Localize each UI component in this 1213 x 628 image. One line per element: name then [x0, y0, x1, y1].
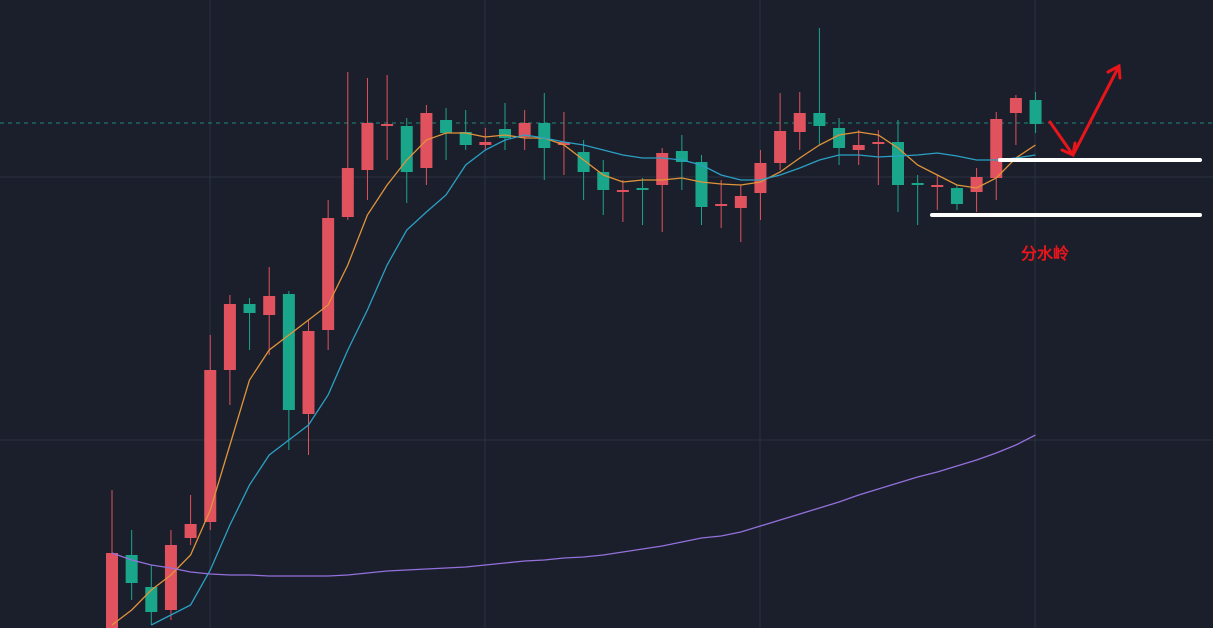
moving-average — [111, 131, 1036, 626]
candle-body — [282, 294, 295, 410]
candle-body — [204, 370, 217, 522]
candle-body — [872, 142, 885, 144]
candle-body — [184, 524, 197, 538]
arrow — [1048, 63, 1122, 158]
candle-body — [990, 119, 1003, 178]
candle-body — [931, 185, 944, 187]
candle-body — [302, 331, 315, 414]
candle-body — [1029, 100, 1042, 124]
candle-body — [1009, 98, 1022, 113]
candle-body — [459, 132, 472, 145]
candle-body — [518, 123, 531, 137]
candle-body — [243, 304, 256, 313]
candle-body — [440, 120, 453, 133]
candle-body — [223, 304, 236, 370]
candle-body — [793, 113, 806, 132]
candle-body — [106, 553, 118, 628]
candle-body — [892, 142, 904, 185]
candle-body — [950, 188, 963, 204]
candle-body — [911, 183, 924, 185]
plot — [0, 28, 1213, 628]
candle-body — [754, 163, 767, 193]
moving-average — [111, 434, 1036, 577]
candle-body — [833, 128, 846, 148]
candle-body — [675, 151, 688, 162]
candle-body — [322, 218, 335, 330]
candle-body — [125, 555, 138, 583]
candle-body — [381, 124, 394, 126]
candle-body — [538, 123, 551, 148]
candle-body — [970, 177, 983, 192]
candle-body — [636, 188, 649, 190]
candle-body — [577, 152, 590, 172]
candle-body — [557, 142, 570, 145]
candle-body — [263, 296, 276, 315]
candle-body — [695, 162, 708, 207]
annotation: 分水岭 — [1021, 244, 1069, 263]
candle-body — [656, 153, 669, 185]
candle-body — [852, 145, 865, 150]
candle-body — [361, 123, 374, 170]
candle-body — [164, 545, 177, 610]
candle-body — [479, 142, 492, 145]
candle-body — [715, 204, 728, 206]
candle-body — [400, 126, 413, 172]
candle-body — [499, 129, 511, 138]
candle-body — [341, 168, 354, 217]
moving-average — [151, 134, 1036, 626]
candle-body — [774, 131, 787, 163]
candle-body — [813, 113, 826, 126]
candle-body — [734, 196, 747, 208]
candle-body — [616, 190, 629, 192]
